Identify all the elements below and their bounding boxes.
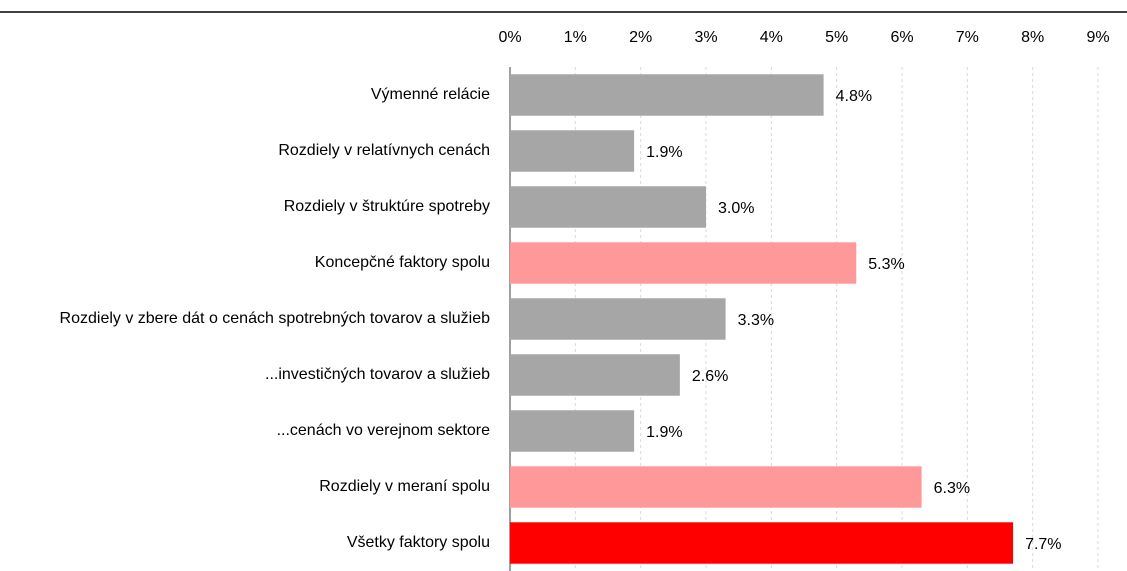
category-label-box: ...cenách vo verejnom sektore xyxy=(10,403,490,459)
data-label: 6.3% xyxy=(934,480,970,497)
data-label: 3.0% xyxy=(718,200,754,217)
data-label: 2.6% xyxy=(692,368,728,385)
category-label-box: Výmenné relácie xyxy=(10,67,490,123)
bar xyxy=(510,298,726,340)
x-tick-label: 7% xyxy=(956,29,979,46)
x-tick-label: 9% xyxy=(1086,29,1109,46)
bar xyxy=(510,74,824,116)
x-tick-label: 1% xyxy=(564,29,587,46)
data-label: 3.3% xyxy=(738,312,774,329)
category-label: Koncepčné faktory spolu xyxy=(314,254,490,271)
category-label: Rozdiely v zbere dát o cenách spotrebnýc… xyxy=(59,310,490,327)
bar xyxy=(510,410,635,452)
data-label: 1.9% xyxy=(646,424,682,441)
category-label-box: Rozdiely v štruktúre spotreby xyxy=(10,179,490,235)
data-label: 7.7% xyxy=(1025,536,1061,553)
category-label-box: Rozdiely v meraní spolu xyxy=(10,459,490,515)
x-tick-label: 6% xyxy=(890,29,913,46)
category-label: ...cenách vo verejnom sektore xyxy=(276,422,490,439)
category-label-box: ...investičných tovarov a služieb xyxy=(10,347,490,403)
x-tick-label: 0% xyxy=(498,29,521,46)
category-label: ...investičných tovarov a služieb xyxy=(265,366,490,383)
bar xyxy=(510,522,1014,564)
bar xyxy=(510,186,706,228)
x-tick-label: 3% xyxy=(694,29,717,46)
x-tick-label: 5% xyxy=(825,29,848,46)
data-label: 4.8% xyxy=(836,88,872,105)
data-label: 1.9% xyxy=(646,144,682,161)
category-label: Rozdiely v relatívnych cenách xyxy=(278,142,490,159)
data-label: 5.3% xyxy=(868,256,904,273)
category-label: Rozdiely v štruktúre spotreby xyxy=(283,198,490,215)
bar xyxy=(510,466,922,508)
category-label-box: Rozdiely v relatívnych cenách xyxy=(10,123,490,179)
bar xyxy=(510,354,680,396)
category-label-box: Koncepčné faktory spolu xyxy=(10,235,490,291)
category-label: Všetky faktory spolu xyxy=(346,534,490,551)
x-tick-label: 4% xyxy=(760,29,783,46)
category-label: Výmenné relácie xyxy=(370,86,490,103)
x-tick-label: 2% xyxy=(629,29,652,46)
category-label-box: Rozdiely v zbere dát o cenách spotrebnýc… xyxy=(10,291,490,347)
category-label: Rozdiely v meraní spolu xyxy=(319,478,490,495)
category-label-box: Všetky faktory spolu xyxy=(10,515,490,571)
x-tick-label: 8% xyxy=(1021,29,1044,46)
bar xyxy=(510,130,635,172)
bar xyxy=(510,242,857,284)
